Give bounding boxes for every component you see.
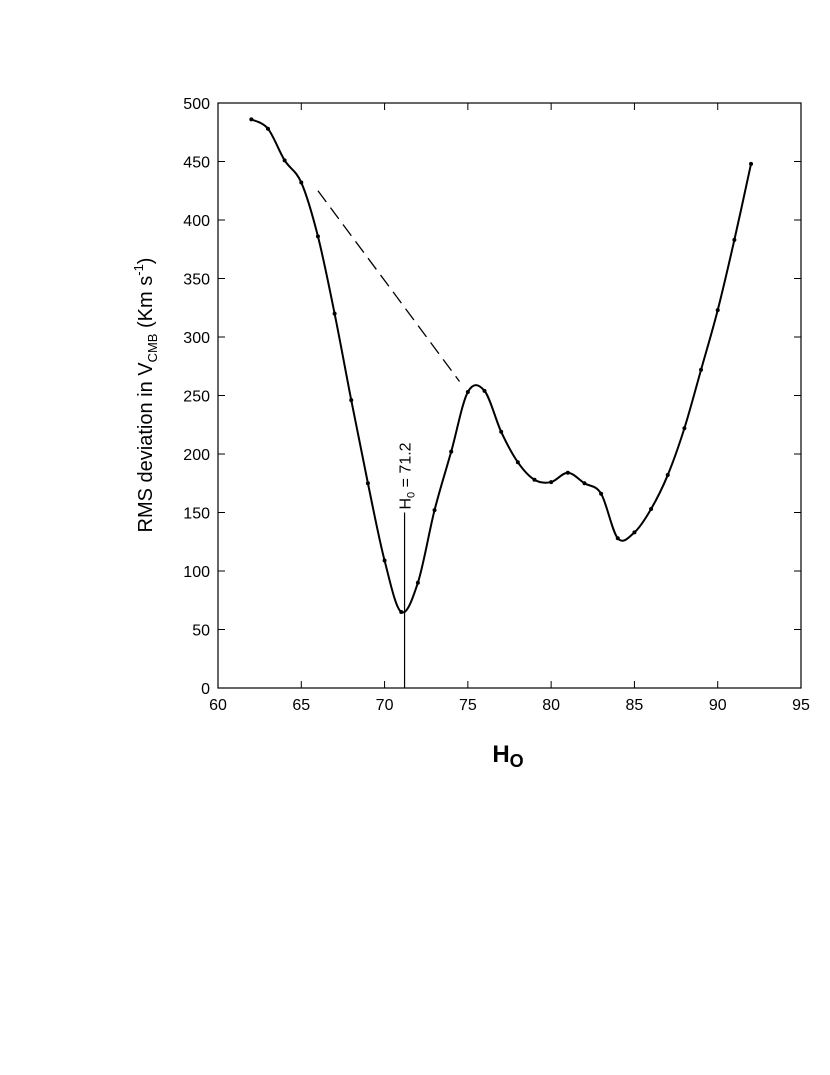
data-point bbox=[482, 388, 487, 393]
data-point bbox=[299, 180, 304, 185]
data-point bbox=[449, 449, 454, 454]
y-label-sup: -1 bbox=[131, 264, 146, 276]
y-label-main: RMS deviation in V bbox=[135, 362, 157, 533]
x-tick-label: 75 bbox=[459, 697, 477, 714]
y-tick-label: 300 bbox=[183, 330, 210, 347]
data-point bbox=[682, 426, 687, 431]
data-point bbox=[565, 470, 570, 475]
y-axis-label: RMS deviation in VCMB (Km s-1) bbox=[131, 258, 160, 533]
y-tick-label: 500 bbox=[183, 96, 210, 113]
data-point bbox=[415, 580, 420, 585]
data-point bbox=[599, 491, 604, 496]
x-tick-label: 95 bbox=[792, 697, 810, 714]
data-point bbox=[349, 398, 354, 403]
data-point bbox=[732, 237, 737, 242]
y-tick-label: 200 bbox=[183, 447, 210, 464]
y-tick-label: 450 bbox=[183, 155, 210, 172]
y-tick-label: 150 bbox=[183, 506, 210, 523]
data-point bbox=[249, 117, 254, 122]
data-point bbox=[549, 480, 554, 485]
x-tick-label: 85 bbox=[626, 697, 644, 714]
data-point bbox=[632, 530, 637, 535]
x-tick-label: 65 bbox=[292, 697, 310, 714]
y-tick-label: 0 bbox=[201, 681, 210, 698]
x-tick-label: 90 bbox=[709, 697, 727, 714]
data-point bbox=[365, 481, 370, 486]
annotation-main: H bbox=[398, 498, 415, 510]
x-label-sub: O bbox=[510, 751, 524, 771]
data-point bbox=[282, 158, 287, 163]
y-label-sub: CMB bbox=[145, 334, 160, 363]
x-tick-label: 80 bbox=[542, 697, 560, 714]
y-tick-label: 100 bbox=[183, 564, 210, 581]
data-point bbox=[315, 234, 320, 239]
y-tick-label: 350 bbox=[183, 272, 210, 289]
data-point bbox=[499, 429, 504, 434]
data-point bbox=[432, 508, 437, 513]
data-point bbox=[332, 311, 337, 316]
x-axis-label: HO bbox=[492, 741, 523, 771]
data-point bbox=[532, 477, 537, 482]
data-point bbox=[399, 609, 404, 614]
data-point bbox=[582, 481, 587, 486]
x-tick-label: 70 bbox=[376, 697, 394, 714]
y-label-end: ) bbox=[135, 258, 157, 265]
data-point bbox=[615, 536, 620, 541]
data-point bbox=[749, 161, 754, 166]
data-point bbox=[515, 460, 520, 465]
data-point bbox=[465, 389, 470, 394]
data-point bbox=[665, 473, 670, 478]
annotation-rest: = 71.2 bbox=[398, 442, 415, 491]
dashed-line bbox=[317, 190, 461, 382]
y-tick-label: 400 bbox=[183, 213, 210, 230]
y-label-mid: (Km s bbox=[135, 276, 157, 334]
data-point bbox=[265, 126, 270, 131]
data-point bbox=[715, 308, 720, 313]
x-tick-label: 60 bbox=[209, 697, 227, 714]
y-tick-label: 250 bbox=[183, 389, 210, 406]
y-tick-label: 50 bbox=[192, 623, 210, 640]
annotation-label: H0 = 71.2 bbox=[398, 442, 418, 509]
data-point bbox=[649, 506, 654, 511]
annotation-sub: 0 bbox=[406, 492, 418, 498]
data-point bbox=[382, 558, 387, 563]
x-label-main: H bbox=[492, 741, 509, 768]
data-line bbox=[250, 118, 753, 614]
data-point bbox=[699, 367, 704, 372]
